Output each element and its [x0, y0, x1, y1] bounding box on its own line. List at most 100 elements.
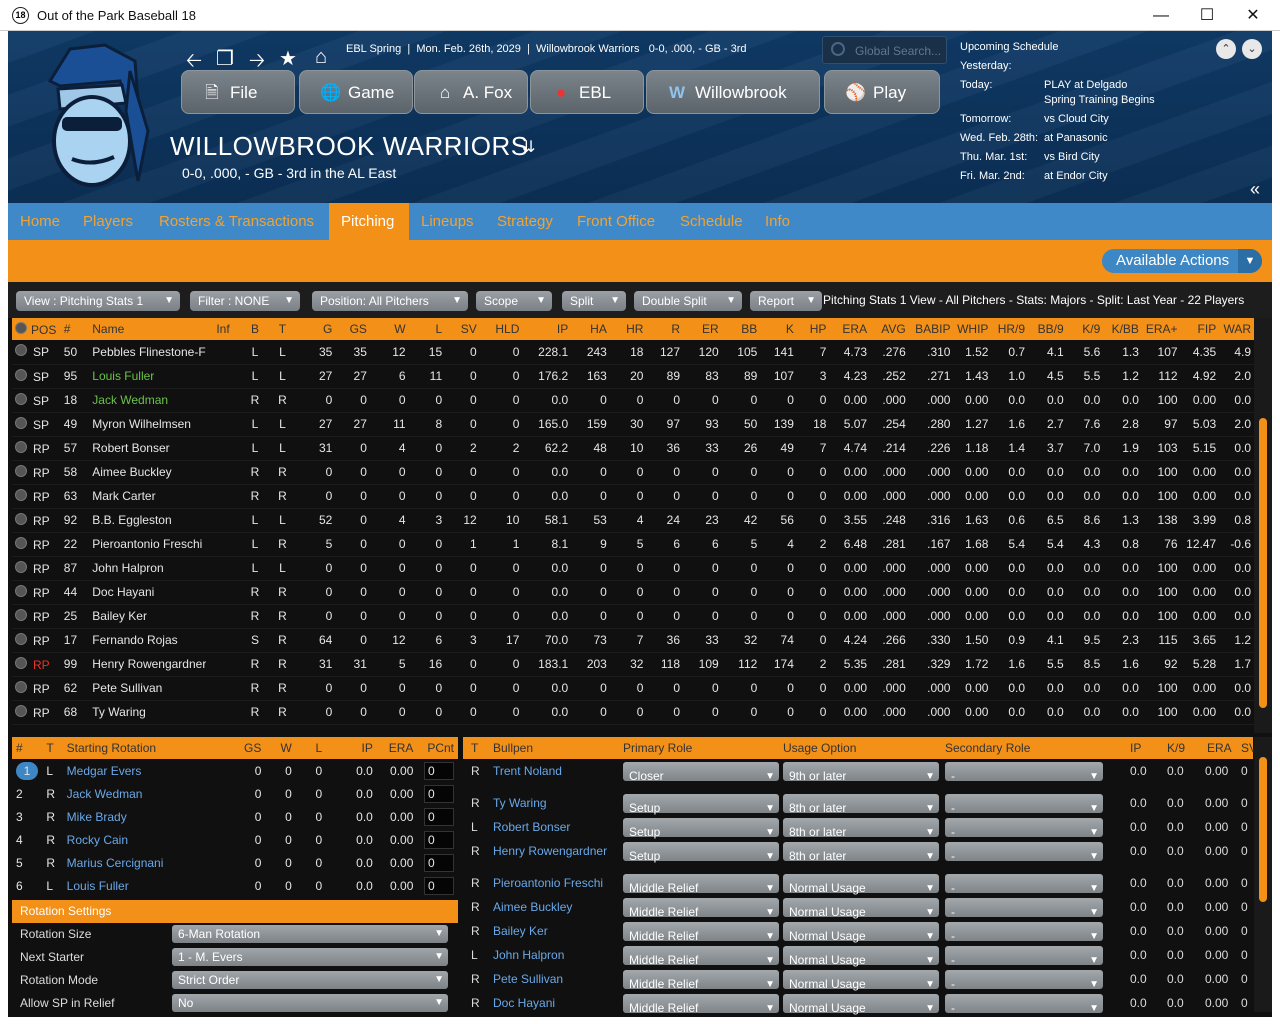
secondary-role-dropdown[interactable]: - ▼	[945, 946, 1103, 967]
close-icon[interactable]: ✕	[1246, 7, 1260, 24]
column-header[interactable]: ER	[683, 318, 722, 340]
usage-option-dropdown[interactable]: 8th or later ▼	[783, 842, 939, 863]
player-name-link[interactable]: Henry Rowengardner	[92, 657, 207, 672]
player-name-link[interactable]: Rocky Cain	[66, 832, 129, 847]
select-radio-icon[interactable]	[15, 680, 27, 693]
column-header[interactable]: L	[408, 318, 446, 340]
column-header[interactable]: Secondary Role	[945, 741, 1031, 755]
table-row[interactable]: RP 22 Pieroantonio Freschi L R 5 0 0 0 1 1 8.1 9 5 6 6 5…	[12, 532, 1254, 557]
primary-role-dropdown[interactable]: Middle Relief ▼	[623, 922, 779, 943]
column-header[interactable]: IP	[1130, 741, 1142, 755]
menu-manager-button[interactable]: ⌂ A. Fox	[414, 70, 528, 114]
column-header[interactable]: BB	[721, 318, 761, 340]
tab-schedule[interactable]: Schedule	[680, 213, 743, 230]
forward-icon[interactable]: 🡢	[248, 50, 266, 72]
table-row[interactable]: RP 25 Bailey Ker R R 0 0 0 0 0 0 0.0 0 0 0 0 0 0 0 0.00.000…	[12, 604, 1254, 629]
usage-option-dropdown[interactable]: Normal Usage ▼	[783, 970, 939, 991]
minimize-icon[interactable]: —	[1153, 7, 1169, 24]
tab-rosters[interactable]: Rosters & Transactions	[159, 213, 315, 230]
select-radio-icon[interactable]	[15, 656, 27, 669]
column-header[interactable]: T	[471, 741, 479, 755]
global-search-input[interactable]: Global Search...	[822, 36, 947, 64]
player-name-link[interactable]: Ty Waring	[493, 796, 547, 810]
bullpen-row[interactable]: R Pete Sullivan Middle Relief ▼ Normal Usage…	[471, 970, 1248, 991]
secondary-role-dropdown[interactable]: - ▼	[945, 842, 1103, 863]
secondary-role-dropdown[interactable]: - ▼	[945, 818, 1103, 839]
table-row[interactable]: SP 18 Jack Wedman R R 0 0 0 0 0 0 0.0 0 0 0 0 0 0 0 0.00.00…	[12, 388, 1254, 413]
star-icon[interactable]: ★	[279, 48, 297, 70]
player-name-link[interactable]: John Halpron	[493, 948, 565, 962]
rotation-row[interactable]: 6 L Louis Fuller 0 0 0 0.0 0.00 0	[12, 874, 458, 897]
player-name-link[interactable]: Pebbles Flinestone-F	[92, 345, 206, 360]
team-dropdown-icon[interactable]: ⇊	[522, 139, 536, 156]
back-icon[interactable]: 🡠	[185, 50, 203, 72]
pitch-count-input[interactable]: 0	[424, 830, 454, 849]
secondary-role-dropdown[interactable]: - ▼	[945, 898, 1103, 919]
rotation-row[interactable]: 2 R Jack Wedman 0 0 0 0.0 0.00 0	[12, 782, 458, 805]
column-header[interactable]: GS	[335, 318, 370, 340]
menu-play-button[interactable]: ⚾ Play	[824, 70, 940, 114]
player-name-link[interactable]: Jack Wedman	[92, 393, 169, 408]
table-row[interactable]: RP 58 Aimee Buckley R R 0 0 0 0 0 0 0.0 0 0 0 0 0 0 0 0.00.…	[12, 460, 1254, 485]
table-row[interactable]: RP 62 Pete Sullivan R R 0 0 0 0 0 0 0.0 0 0 0 0 0 0 0 0.00.…	[12, 676, 1254, 701]
select-radio-icon[interactable]	[15, 440, 27, 453]
player-name-link[interactable]: Bailey Ker	[493, 924, 548, 938]
table-row[interactable]: RP 17 Fernando Rojas S R 64 0 12 6 3 17 70.0 73 7 36 33…	[12, 628, 1254, 653]
rotation-row[interactable]: 4 R Rocky Cain 0 0 0 0.0 0.00 0	[12, 828, 458, 851]
player-name-link[interactable]: Fernando Rojas	[92, 633, 178, 648]
select-radio-icon[interactable]	[15, 560, 27, 573]
column-header[interactable]: R	[646, 318, 684, 340]
player-name-link[interactable]: Medgar Evers	[66, 763, 142, 778]
player-name-link[interactable]: Pete Sullivan	[92, 681, 163, 696]
player-name-link[interactable]: Pieroantonio Freschi	[493, 876, 604, 890]
select-radio-icon[interactable]	[15, 392, 27, 405]
select-radio-icon[interactable]	[15, 584, 27, 597]
usage-option-dropdown[interactable]: Normal Usage ▼	[783, 922, 939, 943]
filter-dropdown[interactable]: Filter : NONE ▼	[190, 291, 300, 311]
select-radio-icon[interactable]	[15, 608, 27, 621]
crumb-team[interactable]: Willowbrook Warriors	[536, 43, 640, 55]
primary-role-dropdown[interactable]: Closer ▼	[623, 762, 779, 783]
usage-option-dropdown[interactable]: Normal Usage ▼	[783, 874, 939, 895]
column-header[interactable]: #	[60, 318, 90, 340]
column-header[interactable]: AVG	[870, 318, 909, 340]
split-dropdown[interactable]: Split ▼	[562, 291, 626, 311]
primary-role-dropdown[interactable]: Setup ▼	[623, 794, 779, 815]
primary-role-dropdown[interactable]: Middle Relief ▼	[623, 994, 779, 1015]
player-name-link[interactable]: John Halpron	[92, 561, 164, 576]
player-name-link[interactable]: Louis Fuller	[66, 878, 129, 893]
secondary-role-dropdown[interactable]: - ▼	[945, 762, 1103, 783]
bullpen-scrollbar[interactable]	[1254, 737, 1272, 1012]
table-row[interactable]: SP 49 Myron Wilhelmsen L L 27 27 11 8 0 0 165.0 159 3…	[12, 412, 1254, 437]
primary-role-dropdown[interactable]: Middle Relief ▼	[623, 874, 779, 895]
table-row[interactable]: RP 87 John Halpron L L 0 0 0 0 0 0 0.0 0 0 0 0 0 0 0 0.00.0…	[12, 556, 1254, 581]
collapse-icon[interactable]: «	[1250, 179, 1261, 199]
player-name-link[interactable]: Robert Bonser	[92, 441, 170, 456]
next-starter-dropdown[interactable]: 1 - M. Evers ▼	[172, 948, 448, 966]
secondary-role-dropdown[interactable]: - ▼	[945, 994, 1103, 1015]
rotation-row[interactable]: 3 R Mike Brady 0 0 0 0.0 0.00 0	[12, 805, 458, 828]
double-split-dropdown[interactable]: Double Split ▼	[634, 291, 742, 311]
tab-pitching[interactable]: Pitching	[329, 203, 409, 240]
column-header[interactable]: ERA	[376, 737, 418, 759]
column-header[interactable]: K	[760, 318, 797, 340]
primary-role-dropdown[interactable]: Middle Relief ▼	[623, 898, 779, 919]
bullpen-row[interactable]: R Pieroantonio Freschi Middle Relief ▼ Norma…	[471, 874, 1248, 895]
column-header[interactable]: L	[295, 737, 327, 759]
player-name-link[interactable]: Aimee Buckley	[493, 900, 573, 914]
column-header[interactable]: ERA	[829, 318, 871, 340]
bullpen-row[interactable]: L John Halpron Middle Relief ▼ Normal Usage ▼…	[471, 946, 1248, 967]
menu-game-button[interactable]: 🌐 Game	[299, 70, 413, 114]
table-row[interactable]: SP 95 Louis Fuller L L 27 27 6 11 0 0 176.2 163 20 89 8…	[12, 364, 1254, 389]
player-name-link[interactable]: Pieroantonio Freschi	[92, 537, 203, 552]
player-name-link[interactable]: Aimee Buckley	[92, 465, 172, 480]
rotation-mode-dropdown[interactable]: Strict Order ▼	[172, 971, 448, 989]
pitch-count-input[interactable]: 0	[424, 761, 454, 780]
menu-team-button[interactable]: W Willowbrook	[646, 70, 820, 114]
select-radio-icon[interactable]	[15, 704, 27, 717]
select-radio-icon[interactable]	[15, 512, 27, 525]
available-actions-button[interactable]: Available Actions ▼	[1102, 249, 1262, 273]
column-header[interactable]: HP	[796, 318, 830, 340]
column-header[interactable]: G	[296, 318, 336, 340]
select-radio-icon[interactable]	[15, 368, 27, 381]
